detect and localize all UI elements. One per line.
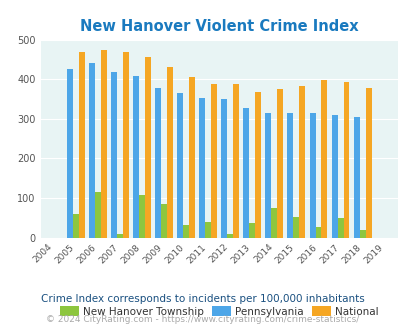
Bar: [337, 218, 343, 238]
Bar: [67, 69, 73, 238]
Bar: [287, 113, 293, 238]
Bar: [243, 108, 249, 238]
Bar: [155, 87, 161, 238]
Bar: [249, 223, 255, 238]
Bar: [111, 72, 117, 238]
Bar: [255, 92, 260, 238]
Bar: [167, 67, 173, 238]
Bar: [265, 113, 271, 238]
Bar: [73, 214, 79, 238]
Bar: [145, 57, 151, 238]
Bar: [199, 98, 205, 238]
Bar: [271, 208, 277, 238]
Bar: [315, 227, 321, 238]
Bar: [189, 77, 195, 238]
Bar: [177, 93, 183, 238]
Bar: [359, 230, 364, 238]
Bar: [321, 81, 326, 238]
Bar: [221, 99, 227, 238]
Bar: [79, 52, 85, 238]
Bar: [205, 222, 211, 238]
Bar: [232, 84, 239, 238]
Bar: [123, 52, 129, 238]
Bar: [161, 204, 167, 238]
Title: New Hanover Violent Crime Index: New Hanover Violent Crime Index: [80, 19, 358, 34]
Legend: New Hanover Township, Pennsylvania, National: New Hanover Township, Pennsylvania, Nati…: [55, 302, 382, 321]
Bar: [227, 234, 232, 238]
Bar: [353, 117, 359, 238]
Bar: [331, 115, 337, 238]
Bar: [139, 195, 145, 238]
Bar: [95, 192, 101, 238]
Bar: [298, 86, 305, 238]
Bar: [343, 82, 349, 238]
Bar: [117, 234, 123, 238]
Bar: [309, 113, 315, 238]
Bar: [277, 89, 283, 238]
Bar: [364, 87, 371, 238]
Bar: [211, 84, 217, 238]
Text: Crime Index corresponds to incidents per 100,000 inhabitants: Crime Index corresponds to incidents per…: [41, 294, 364, 304]
Bar: [89, 63, 95, 238]
Bar: [293, 217, 298, 238]
Text: © 2024 CityRating.com - https://www.cityrating.com/crime-statistics/: © 2024 CityRating.com - https://www.city…: [46, 315, 359, 324]
Bar: [101, 50, 107, 238]
Bar: [183, 224, 189, 238]
Bar: [133, 76, 139, 238]
